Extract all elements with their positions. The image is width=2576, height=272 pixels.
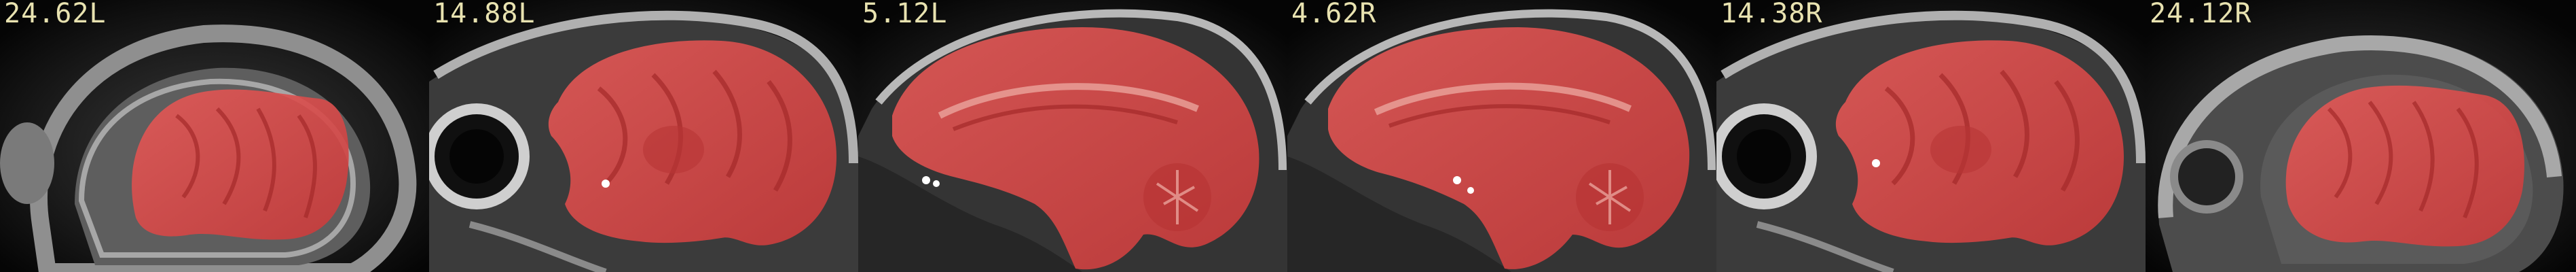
- slice-position-label: 5.12L: [862, 0, 948, 29]
- mri-slice-image: [0, 0, 429, 272]
- slice-position-label: 24.12R: [2150, 0, 2252, 29]
- slice-position-label: 14.38R: [1721, 0, 1823, 29]
- slice-position-label: 14.88L: [433, 0, 536, 29]
- mri-slice-panel: 24.62L: [0, 0, 429, 272]
- brain-mask: [2285, 85, 2524, 247]
- mri-slice-panel: 4.62R: [1287, 0, 1716, 272]
- mri-slice-panel: 24.12R: [2146, 0, 2576, 272]
- mri-slice-image: [429, 0, 858, 272]
- mri-slice-panel: 14.88L: [429, 0, 858, 272]
- mri-slice-panel: 14.38R: [1716, 0, 2146, 272]
- mri-slice-image: [1287, 0, 1716, 272]
- mri-slice-panel: 5.12L: [858, 0, 1287, 272]
- mri-slice-image: [858, 0, 1287, 272]
- slice-position-label: 24.62L: [4, 0, 107, 29]
- mri-slice-image: [1716, 0, 2146, 272]
- mri-slice-image: [2146, 0, 2576, 272]
- slice-position-label: 4.62R: [1291, 0, 1377, 29]
